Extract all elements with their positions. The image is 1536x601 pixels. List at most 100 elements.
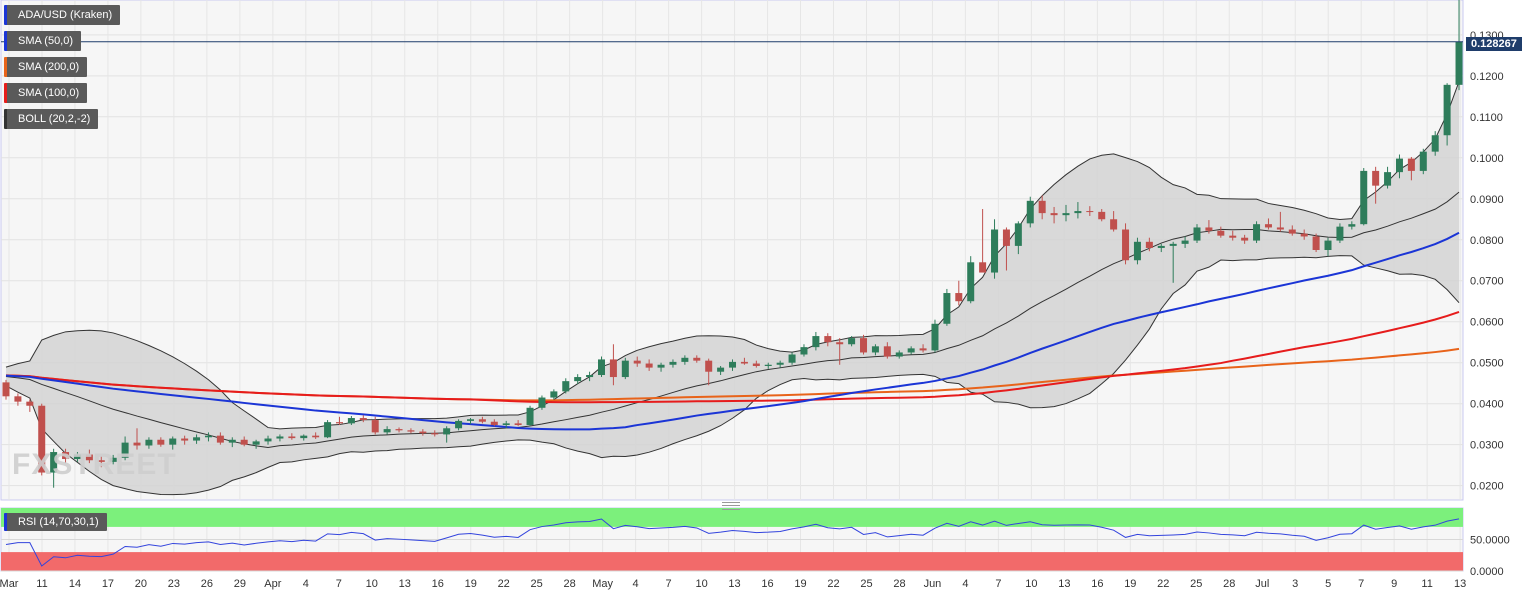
candle-body (967, 262, 975, 302)
legend-instrument[interactable]: ADA/USD (Kraken) (4, 5, 121, 25)
candle (740, 357, 748, 365)
legend-sma-100[interactable]: SMA (100,0) (4, 83, 88, 103)
candle (836, 338, 844, 365)
y-tick-label: 0.0300 (1470, 440, 1504, 452)
candle-body (240, 439, 248, 445)
candle (62, 448, 70, 464)
x-tick-label: 7 (666, 578, 672, 590)
candle-body (204, 435, 212, 438)
x-tick-label: 29 (234, 578, 246, 590)
y-tick-label: 0.1200 (1470, 71, 1504, 83)
candle (466, 418, 474, 425)
candle (288, 433, 296, 440)
candle (1026, 196, 1034, 228)
candle-body (38, 405, 46, 473)
candle (538, 395, 546, 410)
legend-sma-50[interactable]: SMA (50,0) (4, 31, 82, 51)
candle (1455, 0, 1463, 91)
candle-body (1443, 84, 1451, 136)
candle (157, 437, 165, 447)
candle (1276, 211, 1284, 232)
candle-body (419, 431, 427, 434)
x-tick-label: 28 (893, 578, 905, 590)
candle-body (514, 423, 522, 425)
candle (276, 434, 284, 442)
y-tick-label: 0.1000 (1470, 153, 1504, 165)
candle-body (705, 360, 713, 372)
candle-body (1181, 240, 1189, 244)
rsi-overbought-zone (1, 508, 1464, 527)
legend-bollinger[interactable]: BOLL (20,2,-2) (4, 109, 99, 129)
candle-body (97, 460, 105, 462)
x-tick-label: 7 (1358, 578, 1364, 590)
candle-body (943, 293, 951, 324)
candle-body (73, 454, 81, 460)
x-tick-label: 10 (1025, 578, 1037, 590)
candle-body (1276, 227, 1284, 230)
candle-body (455, 420, 463, 429)
candle-body (776, 362, 784, 365)
candle (1229, 230, 1237, 241)
candle (1062, 204, 1070, 222)
candle-body (609, 359, 617, 378)
pane-resize-handle[interactable] (722, 502, 740, 510)
legend-sma-200[interactable]: SMA (200,0) (4, 57, 88, 77)
candle (14, 393, 22, 406)
candle (85, 449, 93, 464)
candle-body (991, 229, 999, 273)
candle-body (621, 360, 629, 378)
candle-body (1395, 158, 1403, 173)
candle (419, 429, 427, 436)
candle-body (824, 336, 832, 343)
x-tick-label: 14 (69, 578, 81, 590)
candle (324, 420, 332, 439)
candle (919, 344, 927, 353)
legend-rsi[interactable]: RSI (14,70,30,1) (4, 513, 107, 531)
candle (73, 452, 81, 462)
candle-body (931, 323, 939, 351)
candle-body (1372, 170, 1380, 186)
candle-body (895, 352, 903, 357)
candle-body (1014, 223, 1022, 246)
candle-body (109, 457, 117, 462)
x-tick-label: 19 (465, 578, 477, 590)
candle (681, 355, 689, 365)
candle (1336, 223, 1344, 244)
candle (1193, 224, 1201, 244)
candle-body (871, 346, 879, 353)
y-tick-label: 0.0400 (1470, 399, 1504, 411)
y-tick-label: 0.0700 (1470, 276, 1504, 288)
candle (717, 365, 725, 375)
candle (1253, 221, 1261, 244)
x-tick-label: 11 (36, 578, 47, 590)
candle-body (717, 367, 725, 372)
candle-body (157, 439, 165, 445)
x-tick-label: 19 (794, 578, 806, 590)
candle-body (788, 354, 796, 363)
candle-body (860, 338, 868, 353)
candle (443, 426, 451, 443)
candle (1038, 195, 1046, 220)
candle-body (1169, 243, 1177, 246)
candle-body (740, 361, 748, 364)
candle-body (312, 435, 320, 438)
x-tick-label: Apr (264, 578, 281, 590)
candle-body (324, 422, 332, 438)
candle (2, 379, 10, 400)
x-tick-label: 16 (432, 578, 444, 590)
candle (455, 419, 463, 431)
x-tick-label: 11 (1421, 578, 1432, 590)
candle-body (228, 439, 236, 443)
candle (776, 360, 784, 368)
candle (383, 426, 391, 435)
candle-body (1205, 227, 1213, 231)
candle (574, 374, 582, 385)
candle-body (1360, 170, 1368, 225)
candle (991, 219, 999, 279)
candle (1098, 209, 1106, 222)
candle (1086, 206, 1094, 216)
candle-body (1050, 213, 1058, 216)
candle (1312, 233, 1320, 253)
